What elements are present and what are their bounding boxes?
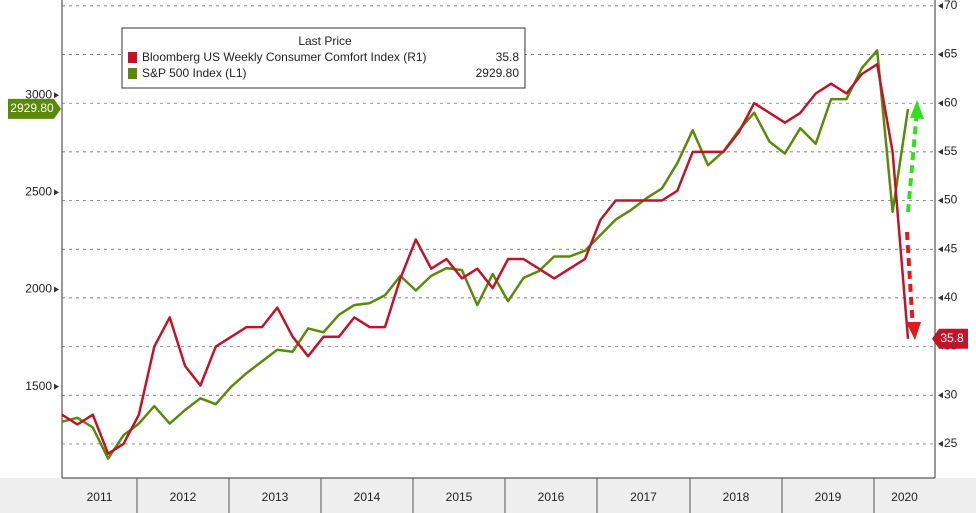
- y2-tick-label: 30: [944, 387, 958, 401]
- last-price-badge: [8, 98, 61, 119]
- x-tick-label: 2011: [87, 490, 113, 504]
- y2-tick-label: 70: [944, 0, 958, 12]
- y2-tick: [938, 392, 943, 399]
- y2-tick: [938, 440, 943, 447]
- y2-tick: [938, 294, 943, 301]
- y2-tick: [938, 246, 943, 253]
- series-line: [61, 49, 910, 460]
- last-price-label: 35.8: [940, 331, 964, 345]
- legend-swatch: [128, 68, 137, 79]
- y-tick: [54, 383, 59, 390]
- last-price-badge: [932, 328, 968, 349]
- x-tick-label: 2016: [538, 490, 565, 504]
- up-arrow-head: [910, 100, 924, 119]
- y2-tick-label: 40: [944, 290, 958, 304]
- y2-tick-label: 55: [944, 144, 958, 158]
- y2-tick-label: 60: [944, 95, 958, 109]
- y2-tick: [938, 148, 943, 155]
- x-tick-label: 2013: [262, 490, 289, 504]
- y-tick-label: 2500: [25, 185, 52, 199]
- x-tick-label: 2017: [630, 490, 657, 504]
- y2-tick: [938, 51, 943, 58]
- series-line: [61, 63, 910, 455]
- y-tick: [54, 92, 59, 99]
- y2-tick-label: 25: [944, 436, 958, 450]
- x-tick-label: 2012: [170, 490, 197, 504]
- y2-tick: [938, 2, 943, 9]
- legend-title: Last Price: [298, 34, 352, 48]
- x-tick-label: 2014: [354, 490, 381, 504]
- y-tick-label: 3000: [25, 87, 52, 101]
- down-arrow: [905, 231, 915, 331]
- x-tick-label: 2020: [891, 490, 918, 504]
- legend-box: [121, 27, 526, 89]
- y2-tick-label: 50: [944, 193, 958, 207]
- legend-swatch: [128, 52, 137, 63]
- y2-tick-label: 65: [944, 47, 958, 61]
- x-tick-label: 2015: [446, 490, 473, 504]
- x-axis-band: [0, 478, 976, 513]
- up-arrow: [906, 109, 919, 213]
- y-tick: [54, 189, 59, 196]
- legend-label: Bloomberg US Weekly Consumer Comfort Ind…: [142, 50, 427, 64]
- y-tick-label: 2000: [25, 282, 52, 296]
- legend: Last Price Bloomberg US Weekly Consumer …: [121, 27, 526, 89]
- y-tick: [54, 286, 59, 293]
- down-arrow-head: [906, 322, 921, 340]
- y2-tick: [938, 100, 943, 107]
- y2-tick-label: 45: [944, 241, 958, 255]
- y-tick-label: 1500: [25, 379, 52, 393]
- x-tick-label: 2019: [815, 490, 842, 504]
- y2-tick: [938, 197, 943, 204]
- last-price-label: 2929.80: [10, 101, 54, 115]
- legend-value: 35.8: [496, 50, 520, 64]
- legend-value: 2929.80: [476, 66, 520, 80]
- x-tick-label: 2018: [723, 490, 750, 504]
- legend-label: S&P 500 Index (L1): [142, 66, 247, 80]
